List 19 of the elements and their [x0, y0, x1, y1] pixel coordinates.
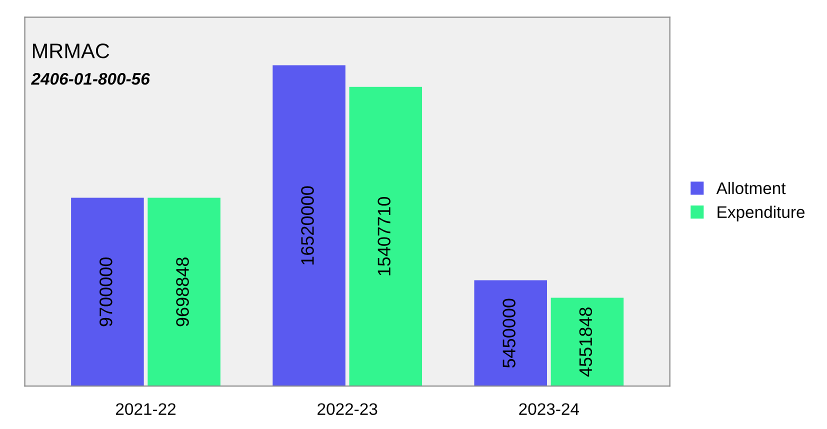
legend-label: Expenditure	[718, 206, 805, 222]
chart-subtitle: 2406-01-800-56	[31, 72, 150, 85]
data-label: 15407710	[378, 197, 390, 276]
data-label: 4551848	[579, 308, 592, 377]
data-label: 9700000	[100, 257, 112, 326]
data-label: 16520000	[301, 186, 314, 264]
bar	[474, 280, 548, 386]
x-tick-label: 2021-22	[116, 403, 176, 416]
data-label: 9698848	[176, 258, 189, 326]
chart-title: MRMAC	[32, 44, 110, 58]
bar	[349, 86, 422, 386]
data-label: 5450000	[502, 298, 516, 368]
x-tick-label: 2022-23	[318, 403, 378, 416]
x-tick-label: 2023-24	[519, 403, 580, 416]
bar	[272, 65, 346, 386]
bar	[148, 198, 220, 386]
bar	[550, 298, 624, 386]
legend-label: Allotment	[716, 182, 786, 194]
bar	[71, 198, 144, 386]
